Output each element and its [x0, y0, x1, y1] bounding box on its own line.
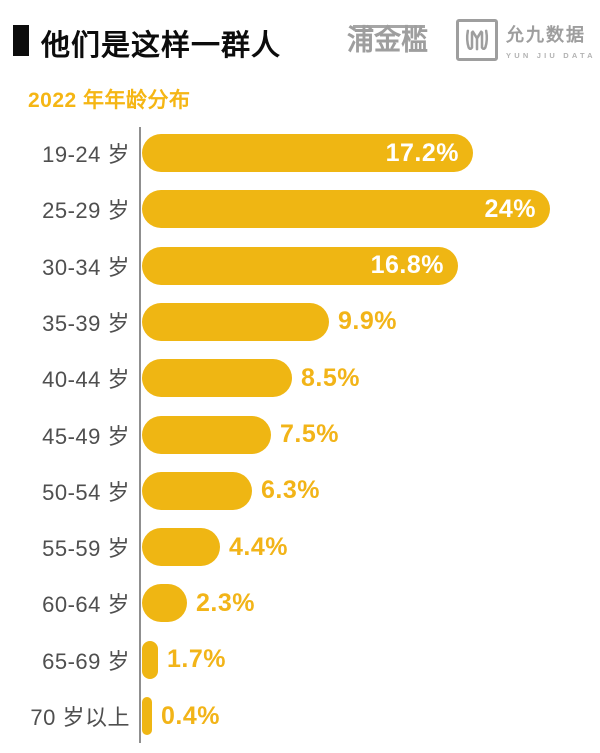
value-label: 8.5% [301, 363, 360, 392]
title-marker [13, 25, 29, 56]
value-label: 16.8% [370, 251, 444, 280]
yunjiu-data-logo: 允九数据 YUN JIU DATA [456, 18, 596, 62]
yunjiu-logo-name: 允九数据 [506, 24, 586, 45]
category-label: 45-49 岁 [42, 423, 130, 449]
chart-row: 50-54 岁 6.3% [0, 463, 600, 519]
bar: 16.8% [142, 246, 458, 285]
category-label: 40-44 岁 [42, 367, 130, 393]
value-label: 6.3% [261, 476, 320, 505]
value-label: 4.4% [229, 532, 288, 561]
bar [142, 359, 292, 398]
value-label: 9.9% [338, 307, 397, 336]
bar: 17.2% [142, 134, 473, 172]
category-label: 19-24 岁 [42, 142, 130, 167]
bar [142, 584, 187, 623]
chart-row: 30-34 岁 16.8% [0, 238, 600, 294]
value-label: 17.2% [385, 138, 459, 167]
pujin-brand-logo: 浦金槛 [347, 16, 431, 64]
bar [142, 302, 329, 341]
header: 他们是这样一群人 浦金槛 允九数据 YUN JIU DATA [0, 0, 600, 70]
chart-row: 55-59 岁 4.4% [0, 519, 600, 575]
category-label: 30-34 岁 [42, 254, 130, 280]
yunjiu-logo-subtitle: YUN JIU DATA [506, 50, 596, 60]
pujin-logo-text: 浦金槛 [347, 24, 428, 56]
category-label: 35-39 岁 [42, 310, 130, 336]
chart-row: 19-24 岁 17.2% [0, 125, 600, 181]
value-label: 1.7% [167, 645, 226, 674]
yunjiu-monogram-icon [456, 19, 498, 61]
yunjiu-logo-texts: 允九数据 YUN JIU DATA [506, 21, 596, 60]
category-label: 55-59 岁 [42, 536, 130, 562]
chart-row: 65-69 岁 1.7% [0, 632, 600, 688]
category-label: 70 岁以上 [30, 705, 130, 730]
value-label: 0.4% [161, 701, 220, 730]
bar [142, 528, 220, 567]
chart-row: 60-64 岁 2.3% [0, 575, 600, 631]
bar: 24% [142, 190, 550, 229]
logo-decorative-stroke [353, 25, 425, 28]
chart-row: 25-29 岁 24% [0, 181, 600, 237]
value-label: 2.3% [196, 588, 255, 617]
category-label: 65-69 岁 [42, 648, 130, 674]
bar [142, 640, 158, 679]
bar [142, 415, 271, 454]
age-distribution-chart: 19-24 岁 17.2% 25-29 岁 24% 30-34 岁 16.8% 35-39 … [0, 125, 600, 745]
bar [142, 471, 252, 510]
chart-row: 40-44 岁 8.5% [0, 350, 600, 406]
chart-row: 45-49 岁 7.5% [0, 407, 600, 463]
chart-row: 35-39 岁 9.9% [0, 294, 600, 350]
category-label: 50-54 岁 [42, 479, 130, 505]
value-label: 24% [484, 194, 536, 223]
chart-title: 2022 年年龄分布 [28, 89, 191, 112]
category-label: 60-64 岁 [42, 592, 130, 618]
value-label: 7.5% [280, 420, 339, 448]
category-label: 25-29 岁 [42, 198, 130, 224]
page-title: 他们是这样一群人 [41, 30, 282, 62]
bar [142, 697, 152, 735]
axis-line [139, 127, 141, 743]
chart-row: 70 岁以上 0.4% [0, 688, 600, 744]
